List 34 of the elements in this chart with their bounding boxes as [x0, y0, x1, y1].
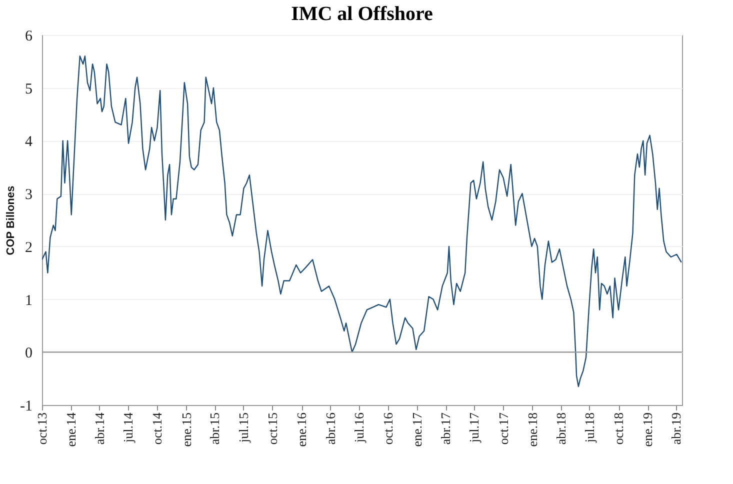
y-tick-label: 0 [25, 346, 32, 362]
x-tick-label: abr.15 [207, 412, 222, 445]
x-tick-label: jul.17 [466, 412, 482, 444]
x-tick-label: abr.18 [553, 412, 568, 445]
chart-title: IMC al Offshore [291, 3, 434, 25]
y-tick-label: 1 [25, 292, 32, 309]
x-tick-label: ene.19 [640, 412, 656, 447]
x-tick-label: jul.18 [582, 412, 597, 444]
x-tick-label: ene.14 [64, 412, 79, 447]
x-tick-label: jul.15 [236, 412, 251, 444]
y-tick-label: 5 [25, 81, 32, 98]
y-tick-label: 6 [25, 28, 33, 44]
x-tick-label: oct.15 [264, 412, 280, 445]
x-tick-label: ene.18 [524, 412, 540, 447]
y-tick-label: 2 [25, 240, 32, 256]
x-tick-label: ene.17 [410, 412, 425, 447]
x-tick-label: abr.19 [668, 412, 684, 445]
x-tick-label: abr.14 [92, 412, 107, 445]
x-tick-label: ene.15 [178, 412, 194, 447]
y-tick-label: 4 [25, 134, 33, 150]
x-tick-label: oct.16 [380, 412, 396, 445]
y-tick-label: 3 [25, 187, 32, 204]
x-tick-label: abr.16 [322, 412, 338, 445]
x-tick-label: jul.14 [120, 412, 136, 444]
y-tick-label: -1 [20, 398, 32, 414]
x-tick-label: oct.14 [150, 412, 165, 445]
x-tick-label: oct.18 [611, 412, 626, 445]
x-tick-label: oct.17 [496, 412, 511, 445]
line-series [42, 56, 682, 388]
x-tick-label: ene.16 [294, 412, 310, 447]
y-axis-title: COP Billones [5, 186, 18, 256]
x-tick-label: jul.16 [352, 412, 366, 444]
x-tick-label: abr.17 [438, 412, 454, 445]
x-tick-label: oct.13 [34, 412, 50, 445]
